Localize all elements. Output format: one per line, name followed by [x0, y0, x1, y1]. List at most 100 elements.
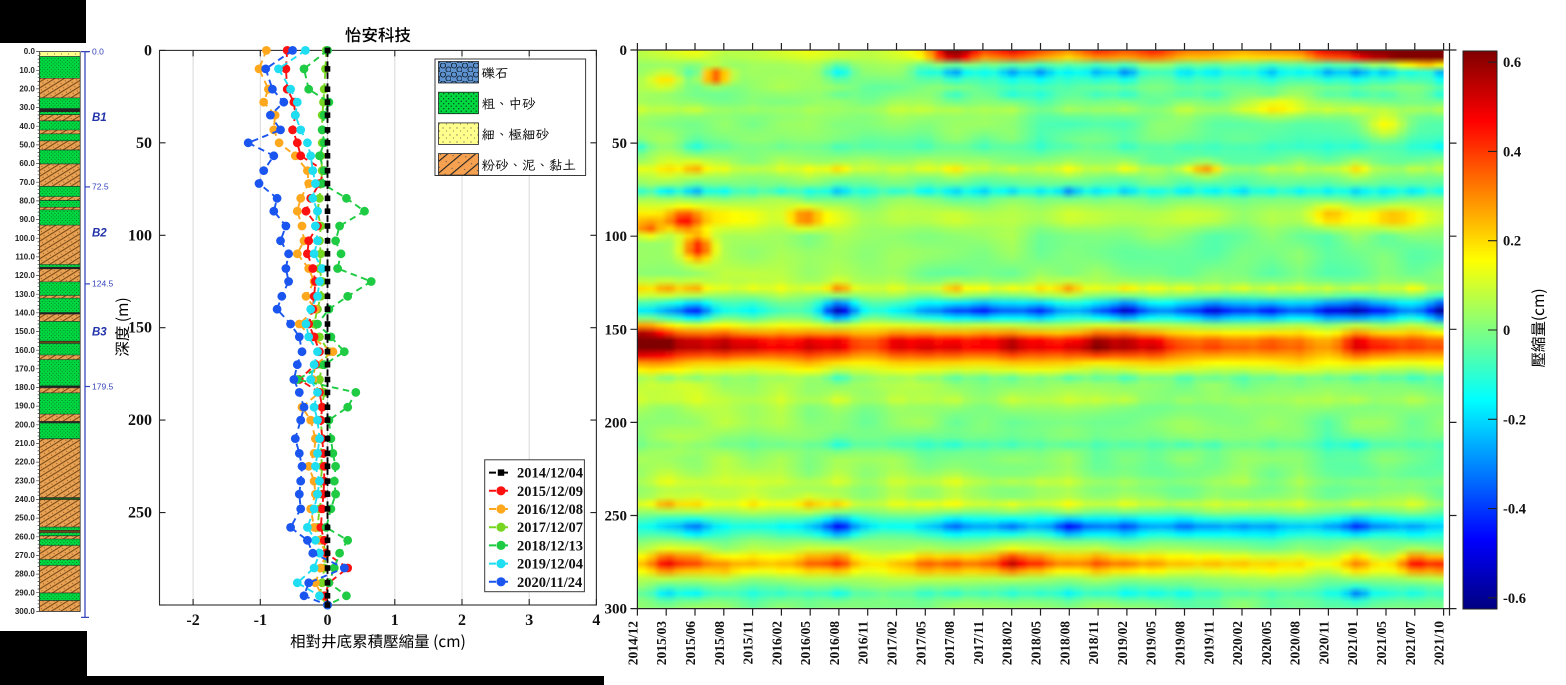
- svg-text:2019/05: 2019/05: [1144, 621, 1159, 666]
- svg-text:1: 1: [391, 612, 399, 629]
- svg-text:2021/05: 2021/05: [1374, 621, 1389, 666]
- svg-text:110.0: 110.0: [15, 253, 35, 262]
- svg-text:2020/11/24: 2020/11/24: [517, 575, 582, 591]
- svg-text:2019/11: 2019/11: [1201, 621, 1216, 665]
- svg-text:2018/12/13: 2018/12/13: [517, 538, 583, 554]
- svg-text:2018/05: 2018/05: [1029, 621, 1044, 666]
- svg-text:50: 50: [136, 135, 152, 152]
- svg-text:2016/05: 2016/05: [798, 621, 813, 666]
- svg-text:2020/02: 2020/02: [1230, 621, 1245, 666]
- svg-text:0: 0: [144, 42, 152, 59]
- svg-text:B3: B3: [92, 327, 107, 339]
- svg-text:2021/10: 2021/10: [1432, 621, 1447, 666]
- svg-text:2021/07: 2021/07: [1403, 621, 1418, 666]
- svg-text:260.0: 260.0: [15, 532, 36, 541]
- svg-text:230.0: 230.0: [15, 476, 36, 485]
- svg-text:-0.4: -0.4: [1503, 502, 1526, 518]
- svg-text:300.0: 300.0: [15, 607, 36, 616]
- svg-text:-0.2: -0.2: [1503, 412, 1526, 428]
- svg-text:3: 3: [525, 612, 533, 629]
- svg-text:150: 150: [128, 320, 152, 337]
- svg-text:200: 200: [605, 415, 628, 431]
- svg-text:140.0: 140.0: [15, 308, 36, 317]
- svg-text:0.0: 0.0: [92, 46, 104, 56]
- svg-text:190.0: 190.0: [15, 402, 36, 411]
- svg-text:100: 100: [128, 227, 152, 244]
- svg-text:80.0: 80.0: [19, 197, 35, 206]
- svg-text:270.0: 270.0: [15, 551, 36, 560]
- svg-text:160.0: 160.0: [15, 346, 36, 355]
- svg-text:124.5: 124.5: [92, 279, 114, 289]
- svg-text:60.0: 60.0: [19, 159, 35, 168]
- svg-text:2017/08: 2017/08: [942, 621, 957, 666]
- svg-text:150.0: 150.0: [15, 327, 36, 336]
- svg-text:100.0: 100.0: [15, 234, 36, 243]
- svg-text:2017/12/07: 2017/12/07: [517, 520, 583, 536]
- svg-text:2015/12/09: 2015/12/09: [517, 484, 583, 500]
- svg-text:2021/01: 2021/01: [1345, 621, 1360, 666]
- svg-text:2014/12/04: 2014/12/04: [517, 466, 583, 482]
- svg-text:2015/11: 2015/11: [741, 621, 756, 665]
- svg-text:150: 150: [605, 322, 628, 338]
- svg-text:-1: -1: [254, 612, 267, 629]
- svg-text:290.0: 290.0: [15, 588, 36, 597]
- svg-text:130.0: 130.0: [15, 290, 36, 299]
- svg-text:2017/02: 2017/02: [885, 621, 900, 666]
- svg-text:2014/12: 2014/12: [625, 621, 640, 666]
- svg-text:2015/06: 2015/06: [683, 621, 698, 666]
- svg-text:4: 4: [592, 612, 600, 629]
- svg-text:-2: -2: [186, 612, 199, 629]
- svg-text:40.0: 40.0: [19, 122, 35, 131]
- svg-text:250: 250: [605, 509, 628, 525]
- svg-text:2020/05: 2020/05: [1259, 621, 1274, 666]
- svg-text:B2: B2: [92, 228, 107, 240]
- svg-text:250: 250: [128, 505, 152, 522]
- svg-text:2018/02: 2018/02: [1000, 621, 1015, 666]
- svg-text:2016/11: 2016/11: [856, 621, 871, 665]
- svg-text:179.5: 179.5: [92, 381, 114, 391]
- svg-text:0.2: 0.2: [1503, 234, 1521, 250]
- svg-text:120.0: 120.0: [15, 271, 36, 280]
- svg-text:2020/08: 2020/08: [1288, 621, 1303, 666]
- svg-text:2017/11: 2017/11: [971, 621, 986, 665]
- svg-text:2016/12/08: 2016/12/08: [517, 502, 583, 518]
- svg-text:70.0: 70.0: [19, 178, 35, 187]
- svg-text:90.0: 90.0: [19, 215, 35, 224]
- svg-text:2020/11: 2020/11: [1316, 621, 1331, 665]
- svg-text:2015/03: 2015/03: [654, 621, 669, 666]
- svg-text:2: 2: [458, 612, 466, 629]
- svg-text:0: 0: [1503, 323, 1510, 339]
- svg-text:2018/11: 2018/11: [1086, 621, 1101, 665]
- svg-text:72.5: 72.5: [92, 182, 109, 192]
- svg-text:2018/08: 2018/08: [1057, 621, 1072, 666]
- svg-text:-0.6: -0.6: [1503, 591, 1526, 607]
- svg-text:2019/12/04: 2019/12/04: [517, 557, 583, 573]
- svg-text:210.0: 210.0: [15, 439, 36, 448]
- svg-text:2016/02: 2016/02: [769, 621, 784, 666]
- svg-text:2019/02: 2019/02: [1115, 621, 1130, 666]
- svg-text:200: 200: [128, 412, 152, 429]
- svg-text:180.0: 180.0: [15, 383, 36, 392]
- svg-text:200.0: 200.0: [15, 420, 36, 429]
- svg-text:B1: B1: [92, 112, 107, 124]
- svg-text:250.0: 250.0: [15, 514, 36, 523]
- svg-text:280.0: 280.0: [15, 570, 36, 579]
- svg-text:30.0: 30.0: [19, 103, 35, 112]
- svg-text:170.0: 170.0: [15, 364, 36, 373]
- svg-text:50: 50: [612, 136, 627, 152]
- svg-text:20.0: 20.0: [19, 85, 35, 94]
- svg-text:50.0: 50.0: [19, 141, 35, 150]
- svg-text:0.0: 0.0: [24, 47, 36, 56]
- svg-text:240.0: 240.0: [15, 495, 36, 504]
- svg-text:100: 100: [605, 229, 628, 245]
- svg-text:0.6: 0.6: [1503, 55, 1521, 71]
- svg-text:0: 0: [324, 612, 332, 629]
- svg-text:220.0: 220.0: [15, 458, 36, 467]
- svg-text:2016/08: 2016/08: [827, 621, 842, 666]
- svg-text:10.0: 10.0: [19, 66, 35, 75]
- svg-text:2015/08: 2015/08: [712, 621, 727, 666]
- svg-text:300: 300: [605, 602, 628, 618]
- svg-text:0: 0: [620, 43, 628, 59]
- svg-text:2019/08: 2019/08: [1173, 621, 1188, 666]
- svg-text:0.4: 0.4: [1503, 144, 1521, 160]
